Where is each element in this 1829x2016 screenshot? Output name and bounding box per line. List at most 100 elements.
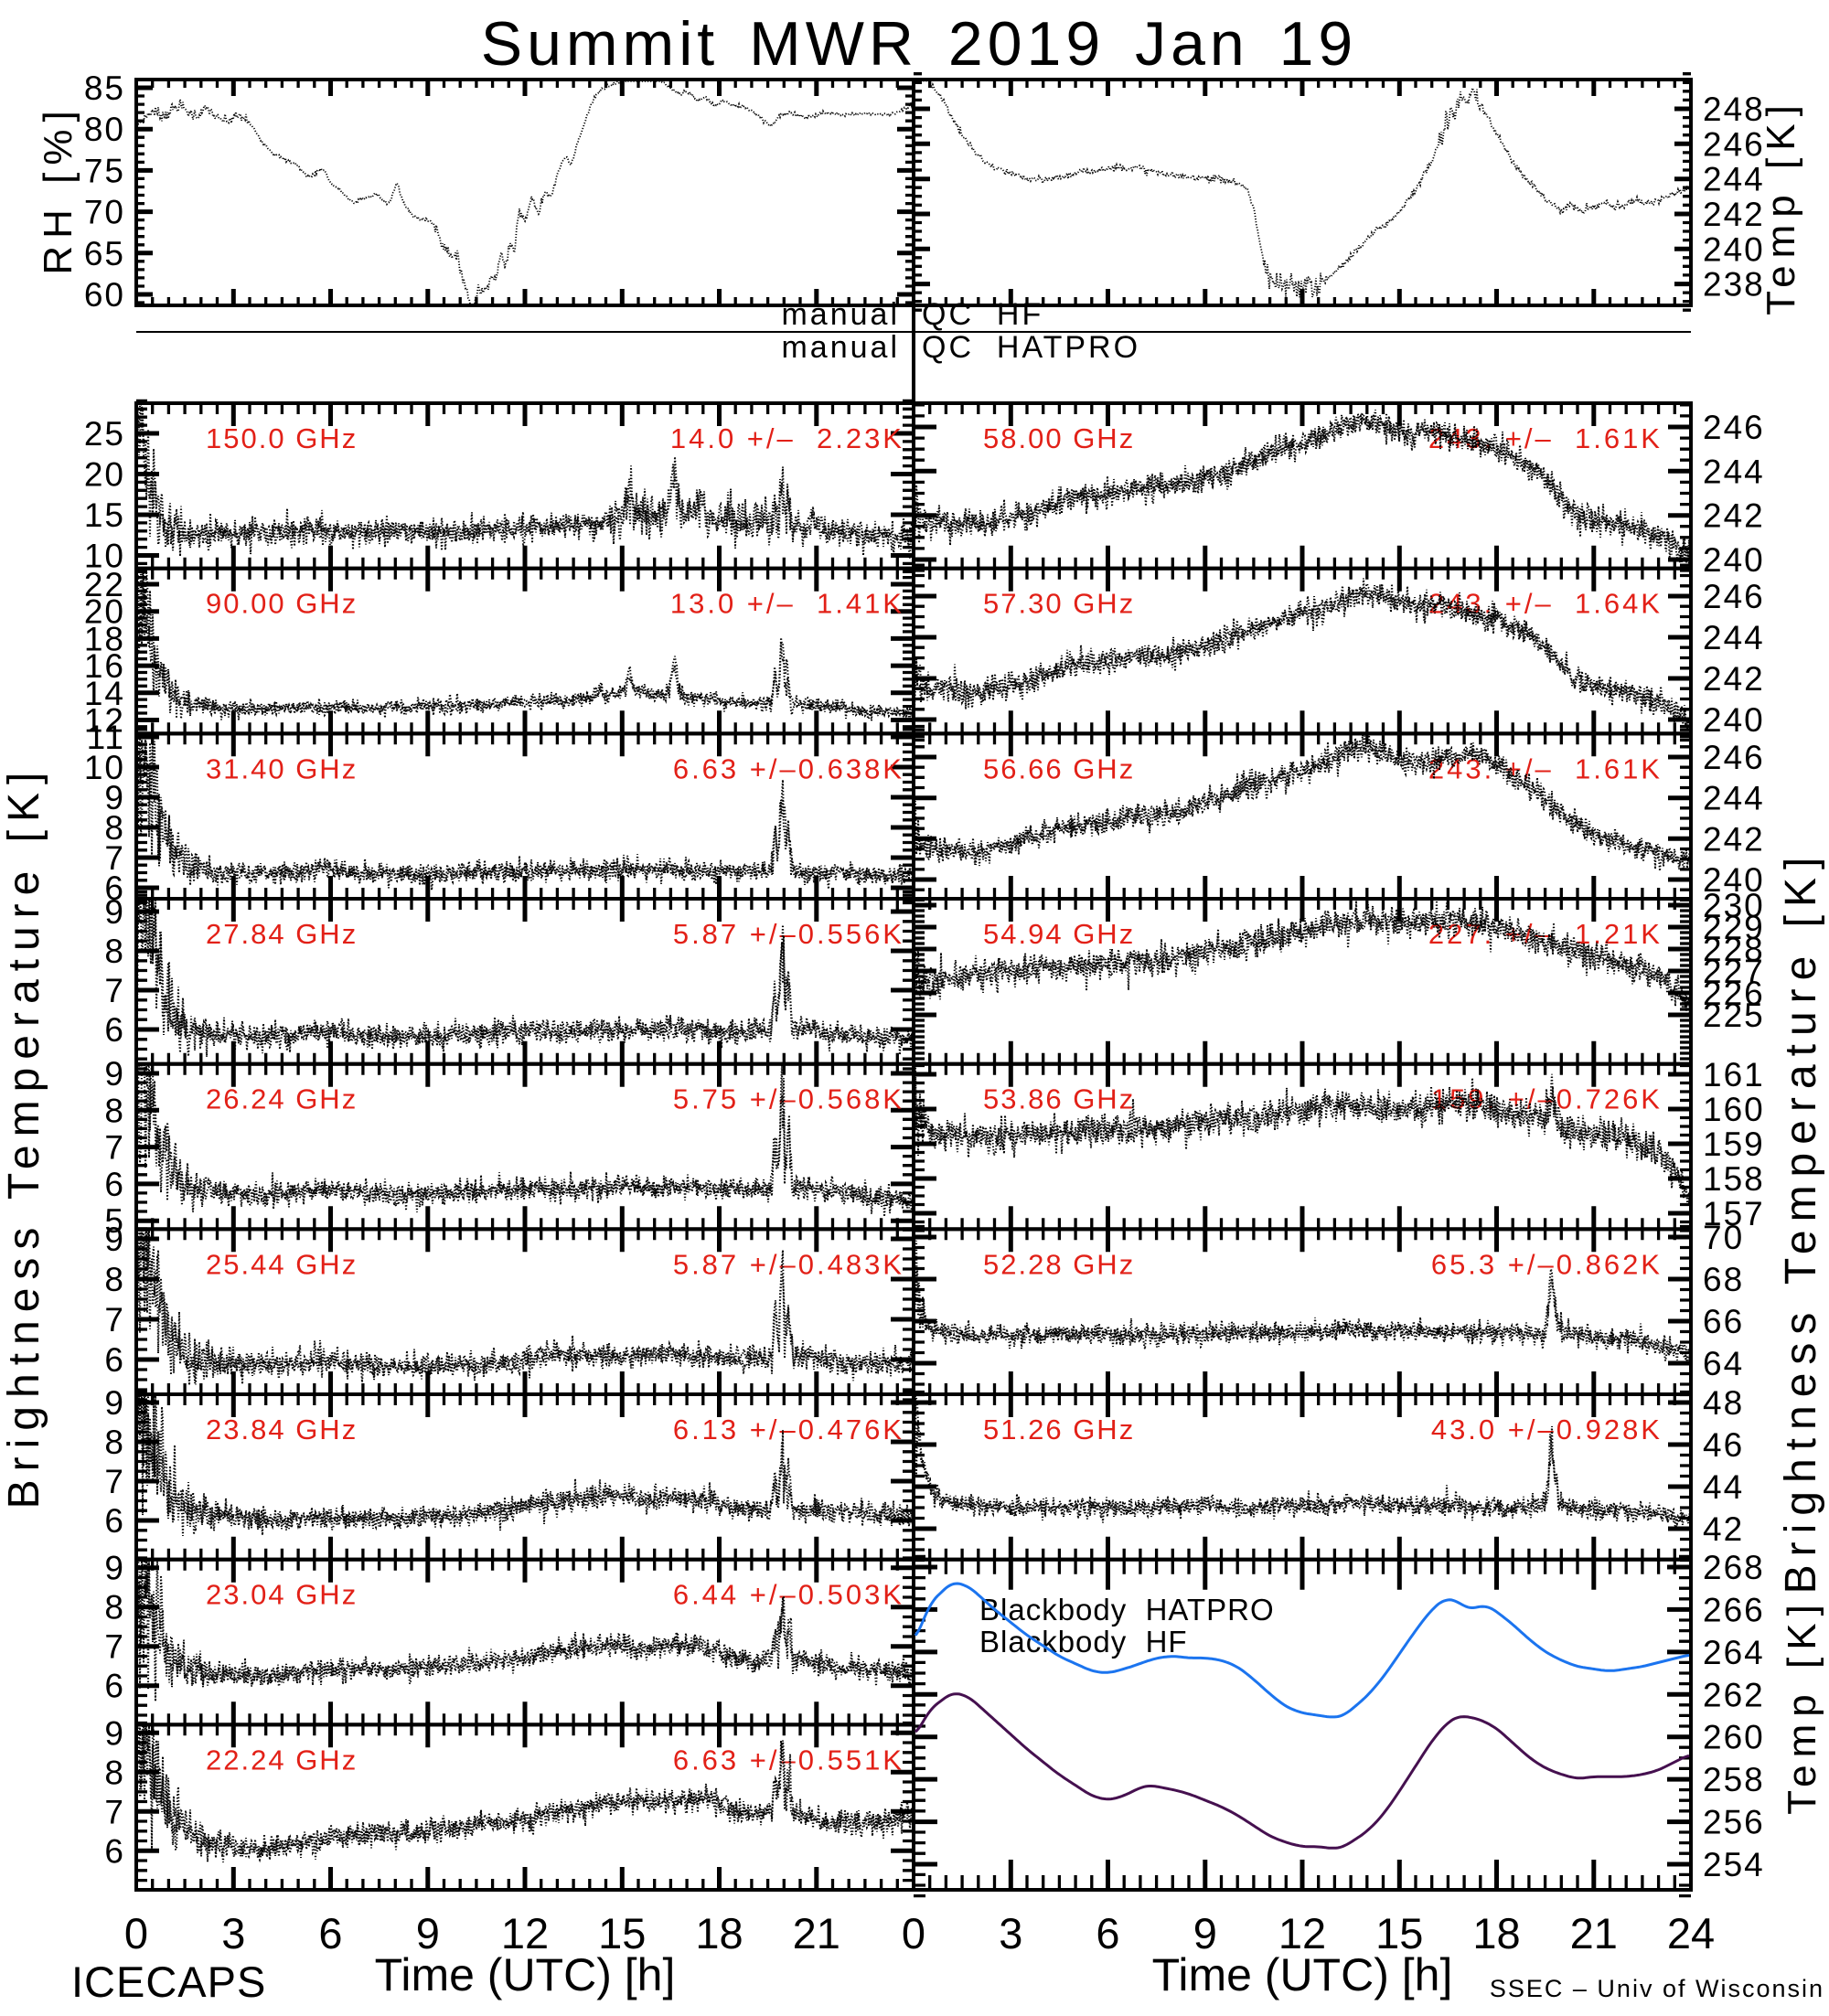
svg-text:7: 7 [104, 1793, 125, 1830]
svg-text:15: 15 [598, 1909, 646, 1957]
svg-text:6: 6 [104, 1341, 125, 1379]
svg-text:51.26 GHz: 51.26 GHz [983, 1413, 1135, 1445]
svg-text:150.0 GHz: 150.0 GHz [206, 422, 358, 454]
svg-text:3: 3 [221, 1909, 245, 1957]
svg-text:42: 42 [1703, 1510, 1744, 1548]
svg-text:6: 6 [104, 1502, 125, 1540]
svg-text:15: 15 [1375, 1909, 1423, 1957]
svg-text:8: 8 [104, 1754, 125, 1791]
svg-text:248: 248 [1703, 91, 1765, 128]
svg-text:10: 10 [84, 538, 125, 575]
svg-text:8: 8 [104, 1261, 125, 1298]
svg-text:20: 20 [84, 593, 125, 631]
svg-text:43.0 +/–0.928K: 43.0 +/–0.928K [1431, 1413, 1663, 1445]
svg-text:25.44 GHz: 25.44 GHz [206, 1248, 358, 1280]
svg-text:Temp [K]: Temp [K] [1780, 1597, 1824, 1815]
svg-text:256: 256 [1703, 1804, 1765, 1841]
svg-text:7: 7 [104, 1301, 125, 1339]
svg-text:240: 240 [1703, 701, 1765, 739]
svg-text:9: 9 [104, 1221, 125, 1258]
svg-text:22: 22 [84, 566, 125, 603]
svg-text:44: 44 [1703, 1468, 1744, 1506]
svg-text:18: 18 [695, 1909, 743, 1957]
svg-text:6.13 +/–0.476K: 6.13 +/–0.476K [673, 1413, 904, 1445]
svg-text:75: 75 [84, 152, 125, 189]
svg-text:12: 12 [501, 1909, 549, 1957]
svg-text:66: 66 [1703, 1303, 1744, 1340]
svg-text:56.66 GHz: 56.66 GHz [983, 752, 1135, 784]
svg-text:13.0 +/– 1.41K: 13.0 +/– 1.41K [670, 588, 904, 620]
svg-text:227: 227 [1703, 953, 1765, 990]
svg-text:0: 0 [902, 1909, 925, 1957]
svg-text:161: 161 [1703, 1056, 1765, 1093]
svg-text:5.75 +/–0.568K: 5.75 +/–0.568K [673, 1083, 904, 1115]
svg-text:21: 21 [793, 1909, 840, 1957]
svg-text:240: 240 [1703, 230, 1765, 268]
svg-text:23.84 GHz: 23.84 GHz [206, 1413, 358, 1445]
svg-text:230: 230 [1703, 887, 1765, 924]
svg-text:65: 65 [84, 235, 125, 272]
svg-text:6.63 +/–0.638K: 6.63 +/–0.638K [673, 752, 904, 784]
svg-text:242: 242 [1703, 196, 1765, 233]
svg-text:226: 226 [1703, 975, 1765, 1012]
svg-text:9: 9 [1193, 1909, 1217, 1957]
svg-text:7: 7 [104, 839, 125, 877]
svg-text:6.44 +/–0.503K: 6.44 +/–0.503K [673, 1579, 904, 1611]
svg-text:54.94 GHz: 54.94 GHz [983, 918, 1135, 950]
svg-text:Time (UTC) [h]: Time (UTC) [h] [1152, 1949, 1453, 2000]
svg-text:7: 7 [104, 1129, 125, 1167]
svg-text:16: 16 [84, 647, 125, 685]
svg-text:RH [%]: RH [%] [36, 103, 80, 274]
svg-text:228: 228 [1703, 931, 1765, 968]
svg-text:242: 242 [1703, 497, 1765, 535]
svg-text:5.87 +/–0.483K: 5.87 +/–0.483K [673, 1248, 904, 1280]
svg-text:6: 6 [104, 1166, 125, 1203]
svg-text:21: 21 [1570, 1909, 1618, 1957]
svg-text:68: 68 [1703, 1261, 1744, 1298]
svg-text:Blackbody HF: Blackbody HF [979, 1625, 1188, 1659]
svg-text:7: 7 [104, 972, 125, 1009]
svg-text:6: 6 [104, 1011, 125, 1049]
svg-text:ICECAPS: ICECAPS [71, 1957, 266, 2006]
svg-text:58.00 GHz: 58.00 GHz [983, 422, 1135, 454]
svg-text:26.24 GHz: 26.24 GHz [206, 1083, 358, 1115]
svg-text:6: 6 [104, 869, 125, 907]
svg-text:268: 268 [1703, 1549, 1765, 1586]
svg-text:260: 260 [1703, 1719, 1765, 1756]
svg-text:48: 48 [1703, 1384, 1744, 1422]
svg-text:8: 8 [104, 933, 125, 970]
svg-text:5: 5 [104, 1202, 125, 1240]
svg-text:254: 254 [1703, 1846, 1765, 1883]
svg-text:QC HATPRO: QC HATPRO [922, 330, 1140, 365]
svg-text:5.87 +/–0.556K: 5.87 +/–0.556K [673, 918, 904, 950]
svg-text:266: 266 [1703, 1591, 1765, 1628]
svg-text:242: 242 [1703, 820, 1765, 858]
svg-text:manual: manual [781, 330, 900, 365]
svg-text:27.84 GHz: 27.84 GHz [206, 918, 358, 950]
svg-text:70: 70 [1703, 1219, 1744, 1256]
svg-text:9: 9 [104, 1384, 125, 1422]
svg-text:9: 9 [104, 1055, 125, 1093]
svg-text:Blackbody HATPRO: Blackbody HATPRO [979, 1593, 1275, 1627]
svg-text:244: 244 [1703, 161, 1765, 198]
svg-text:7: 7 [104, 1463, 125, 1500]
svg-text:258: 258 [1703, 1761, 1765, 1798]
svg-text:QC HF: QC HF [922, 297, 1043, 332]
svg-text:238: 238 [1703, 266, 1765, 304]
svg-text:225: 225 [1703, 997, 1765, 1034]
svg-text:243. +/– 1.61K: 243. +/– 1.61K [1428, 422, 1663, 454]
svg-text:0: 0 [124, 1909, 148, 1957]
svg-text:24: 24 [1667, 1909, 1715, 1957]
svg-text:9: 9 [104, 1550, 125, 1587]
svg-text:65.3 +/–0.862K: 65.3 +/–0.862K [1431, 1248, 1663, 1280]
svg-text:246: 246 [1703, 409, 1765, 446]
svg-text:11: 11 [87, 719, 125, 756]
svg-text:6.63 +/–0.551K: 6.63 +/–0.551K [673, 1744, 904, 1776]
svg-text:70: 70 [84, 194, 125, 231]
svg-text:8: 8 [104, 809, 125, 847]
svg-text:246: 246 [1703, 739, 1765, 776]
svg-text:6: 6 [104, 1668, 125, 1705]
svg-text:Temp [K]: Temp [K] [1759, 98, 1803, 315]
svg-text:Time (UTC) [h]: Time (UTC) [h] [375, 1949, 676, 2000]
svg-text:9: 9 [104, 893, 125, 931]
